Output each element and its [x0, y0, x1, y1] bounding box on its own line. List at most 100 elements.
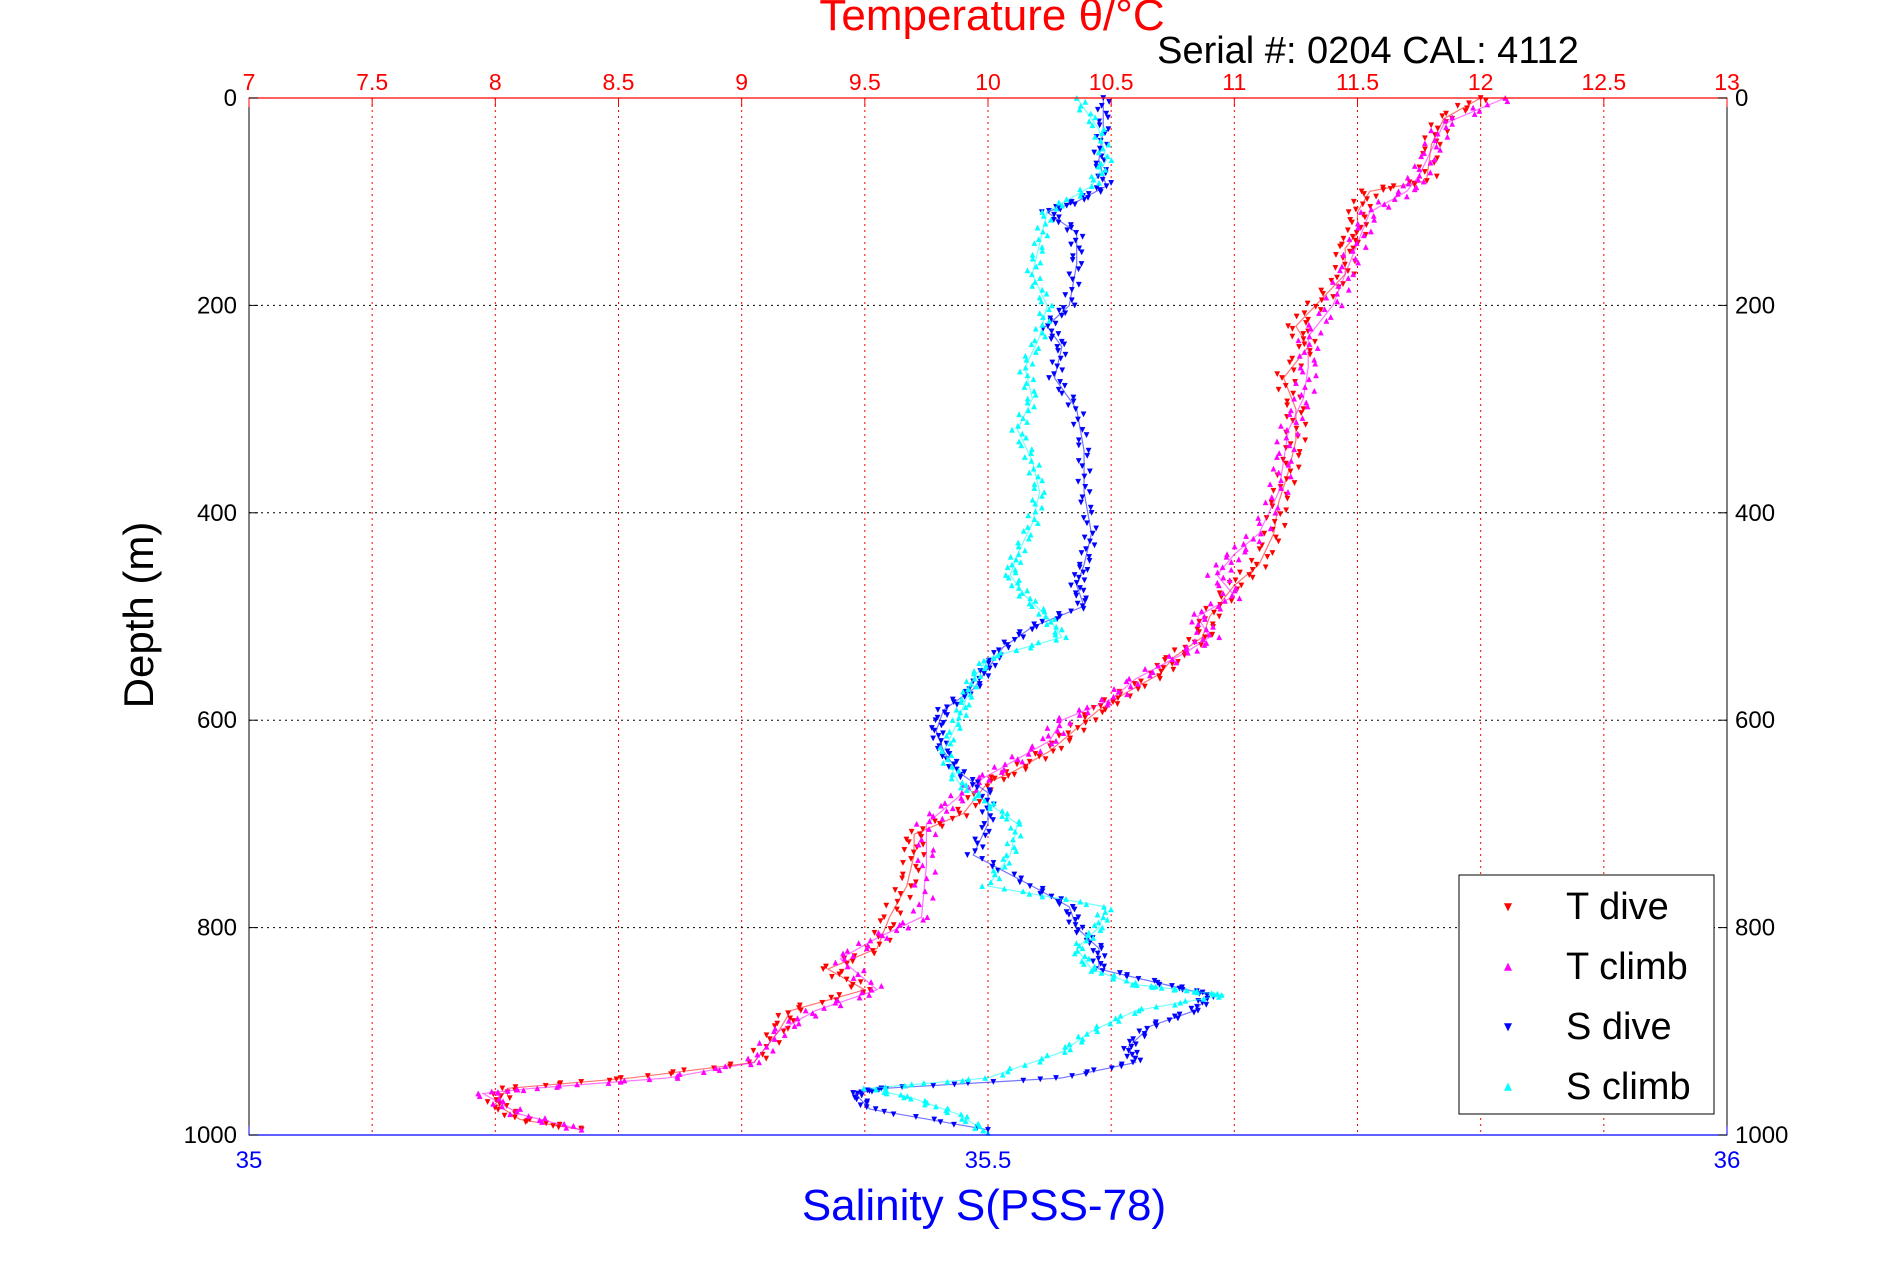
- data-point-marker: [1071, 906, 1078, 913]
- data-point-marker: [943, 732, 950, 739]
- data-point-marker: [1069, 257, 1076, 264]
- data-point-marker: [1358, 209, 1364, 215]
- data-point-marker: [1442, 117, 1449, 124]
- data-point-marker: [1085, 191, 1092, 197]
- data-point-marker: [1312, 338, 1318, 345]
- data-point-marker: [918, 834, 925, 840]
- data-point-marker: [1350, 198, 1357, 205]
- data-point-marker: [1037, 891, 1044, 897]
- data-point-marker: [1355, 224, 1362, 231]
- data-point-marker: [902, 1082, 908, 1089]
- data-point-marker: [1033, 624, 1040, 630]
- data-point-marker: [1002, 761, 1009, 768]
- data-point-marker: [859, 989, 865, 996]
- data-point-marker: [963, 781, 970, 788]
- data-point-marker: [1005, 773, 1012, 779]
- data-point-marker: [1203, 605, 1209, 612]
- data-point-marker: [1118, 1063, 1125, 1070]
- data-point-marker: [943, 807, 950, 814]
- data-point-marker: [887, 926, 894, 932]
- data-point-marker: [1112, 1015, 1119, 1022]
- data-point-marker: [506, 1095, 513, 1102]
- data-point-marker: [1097, 137, 1104, 144]
- data-point-marker: [1075, 442, 1082, 449]
- data-point-marker: [1253, 561, 1260, 568]
- data-point-marker: [1256, 520, 1263, 526]
- data-point-marker: [1029, 626, 1036, 633]
- data-point-marker: [1042, 756, 1049, 763]
- data-point-marker: [1016, 820, 1023, 827]
- data-point-marker: [1104, 701, 1111, 708]
- data-point-marker: [1300, 331, 1307, 337]
- data-point-marker: [1044, 1052, 1051, 1059]
- data-point-marker: [1094, 1028, 1101, 1035]
- data-point-marker: [1044, 724, 1051, 731]
- data-point-marker: [1000, 855, 1007, 862]
- data-point-marker: [1007, 824, 1014, 831]
- data-point-marker: [956, 810, 963, 817]
- data-point-marker: [1135, 976, 1142, 982]
- data-point-marker: [1304, 403, 1311, 410]
- data-point-marker: [1341, 261, 1348, 268]
- data-point-marker: [1004, 564, 1011, 571]
- temperature-tick-label: 13: [1714, 69, 1740, 95]
- data-point-marker: [495, 1106, 502, 1113]
- data-point-marker: [881, 914, 887, 921]
- data-point-marker: [1171, 1001, 1178, 1008]
- data-point-marker: [974, 784, 981, 791]
- data-point-marker: [949, 717, 956, 723]
- data-point-marker: [987, 789, 994, 796]
- data-point-marker: [1400, 182, 1407, 189]
- data-point-marker: [1095, 955, 1102, 962]
- data-point-marker: [1069, 1073, 1076, 1080]
- data-point-marker: [1032, 349, 1039, 355]
- data-point-marker: [979, 883, 986, 889]
- data-point-marker: [712, 1065, 719, 1072]
- data-point-marker: [1432, 137, 1438, 143]
- data-point-marker: [1291, 480, 1298, 487]
- data-point-marker: [1066, 911, 1072, 918]
- data-point-marker: [1063, 196, 1070, 202]
- data-point-marker: [1048, 740, 1055, 747]
- data-point-marker: [1275, 538, 1282, 545]
- data-point-marker: [1228, 559, 1235, 565]
- depth-tick-label-right: 1000: [1735, 1122, 1788, 1149]
- data-point-marker: [1036, 310, 1043, 316]
- data-point-marker: [1434, 155, 1441, 162]
- data-point-marker: [1002, 571, 1009, 578]
- data-point-marker: [1080, 587, 1087, 594]
- data-point-marker: [578, 1126, 585, 1133]
- data-point-marker: [990, 1079, 997, 1085]
- data-point-marker: [681, 1067, 687, 1074]
- data-point-marker: [879, 932, 886, 939]
- data-point-marker: [991, 649, 997, 656]
- data-point-marker: [1053, 737, 1059, 744]
- data-point-marker: [1012, 828, 1019, 835]
- data-point-marker: [1256, 538, 1263, 545]
- data-point-marker: [1084, 709, 1091, 716]
- temperature-tick-label: 7: [243, 69, 256, 95]
- data-point-marker: [1129, 981, 1136, 988]
- data-point-marker: [1026, 469, 1033, 476]
- data-point-marker: [1045, 732, 1052, 739]
- data-point-marker: [1067, 719, 1073, 726]
- data-point-marker: [1060, 305, 1067, 312]
- data-point-marker: [1380, 187, 1387, 194]
- data-point-marker: [1061, 382, 1068, 389]
- data-point-marker: [1075, 281, 1082, 288]
- data-point-marker: [1123, 974, 1130, 980]
- data-point-marker: [955, 767, 962, 774]
- data-point-marker: [1063, 202, 1070, 209]
- data-point-marker: [1058, 390, 1065, 397]
- data-point-marker: [1084, 1030, 1090, 1037]
- data-point-marker: [795, 1020, 802, 1027]
- data-point-marker: [908, 856, 914, 862]
- data-point-marker: [944, 756, 951, 762]
- data-point-marker: [1449, 120, 1456, 127]
- data-point-marker: [1038, 298, 1045, 305]
- data-point-marker: [878, 982, 885, 989]
- data-point-marker: [1278, 485, 1285, 491]
- data-point-marker: [1100, 903, 1107, 910]
- data-point-marker: [1082, 953, 1088, 959]
- data-point-marker: [968, 680, 975, 687]
